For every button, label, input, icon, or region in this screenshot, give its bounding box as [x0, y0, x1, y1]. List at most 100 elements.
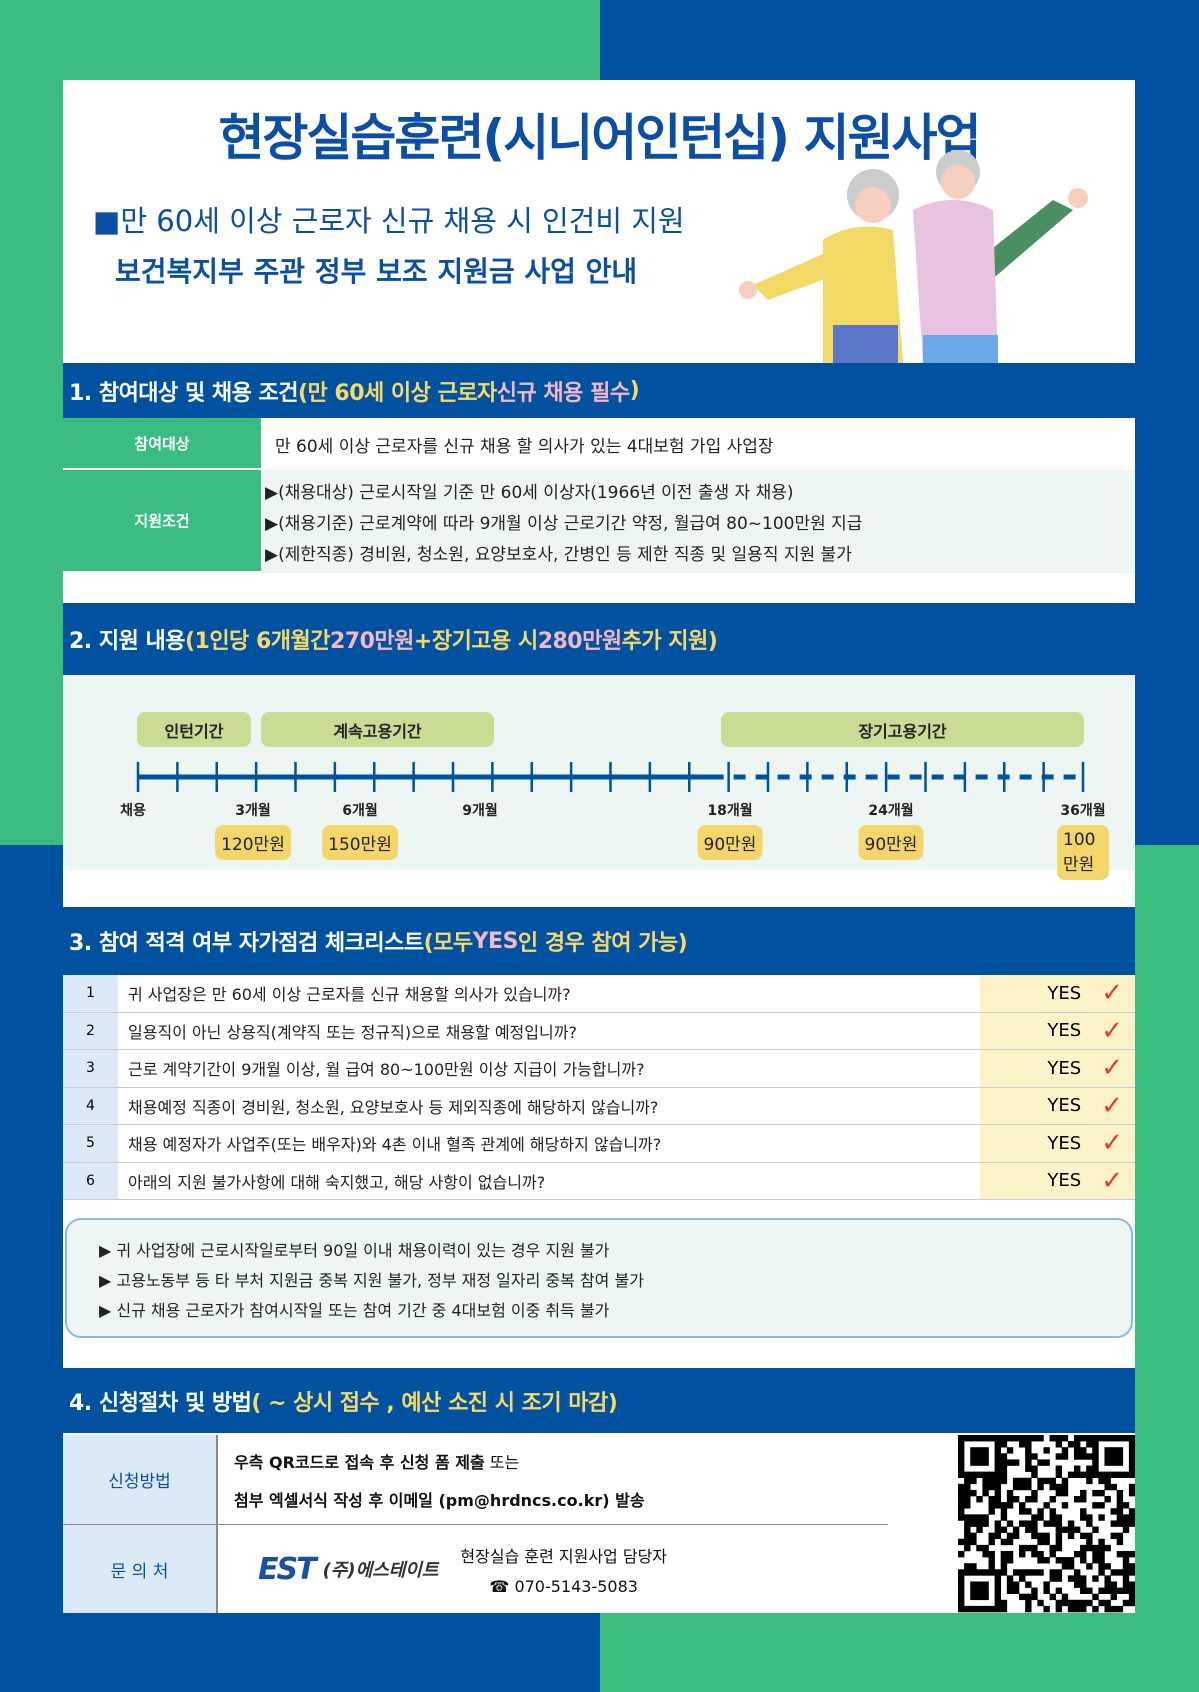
question: 귀 사업장은 만 60세 이상 근로자를 신규 채용할 의사가 있습니까?	[128, 985, 571, 1005]
answer[interactable]: YES ✓	[980, 1012, 1135, 1049]
qr-module	[1110, 1587, 1117, 1594]
note-item: ▶ 신규 채용 근로자가 참여시작일 또는 참여 기간 중 4대보험 이중 취득…	[99, 1301, 610, 1320]
qr-module	[982, 1477, 989, 1485]
answer[interactable]: YES ✓	[980, 1162, 1135, 1199]
qr-module	[964, 1520, 971, 1527]
checklist-row: 3 근로 계약기간이 9개월 이상, 월 급여 80~100만원 이상 지급이 가…	[63, 1050, 1135, 1088]
question: 채용 예정자가 사업주(또는 배우자)와 4촌 이내 혈족 관계에 해당하지 않…	[128, 1135, 662, 1155]
qr-module	[958, 1502, 965, 1509]
qr-module	[1031, 1520, 1038, 1527]
qr-module	[1073, 1453, 1081, 1460]
answer-yes: YES	[1047, 1020, 1082, 1042]
qr-module	[1019, 1550, 1026, 1558]
qr-module	[1080, 1489, 1087, 1497]
qr-module	[1055, 1557, 1063, 1564]
amount-badge: 90만원	[697, 825, 763, 860]
qr-module	[958, 1605, 965, 1613]
qr-module	[970, 1435, 977, 1442]
method-email[interactable]: 첨부 엑셀서식 작성 후 이메일 (pm@hrdncs.co.kr) 발송	[234, 1490, 645, 1510]
answer-yes: YES	[1047, 1170, 1082, 1192]
qr-module	[1061, 1453, 1069, 1460]
qr-module	[1031, 1526, 1038, 1533]
qr-module	[1037, 1514, 1044, 1521]
subtitle-2: 보건복지부 주관 정부 보조 지원금 사업 안내	[115, 255, 638, 288]
qr-module	[1116, 1447, 1124, 1454]
answer[interactable]: YES ✓	[980, 1087, 1135, 1124]
question: 일용직이 아닌 상용직(계약직 또는 정규직)으로 채용할 예정입니까?	[128, 1022, 577, 1042]
checklist-row: 1 귀 사업장은 만 60세 이상 근로자를 신규 채용할 의사가 있습니까? YE…	[63, 975, 1135, 1013]
qr-module	[1110, 1593, 1117, 1601]
qr-module	[1122, 1435, 1130, 1442]
section-4-header: 4. 신청절차 및 방법 ( ~ 상시 접수 , 예산 소진 시 조기 마감)	[63, 1368, 1135, 1433]
qr-module	[982, 1483, 989, 1491]
qr-module	[1080, 1605, 1087, 1613]
qr-code[interactable]	[958, 1435, 1135, 1613]
qr-module	[1031, 1435, 1038, 1442]
qr-module	[994, 1471, 1002, 1479]
qr-module	[1092, 1435, 1099, 1442]
section-highlight: YES	[472, 928, 519, 954]
period-continued: 계속고용기간	[261, 712, 494, 747]
qr-module	[1104, 1544, 1111, 1552]
qr-module	[1055, 1569, 1063, 1576]
qr-module	[1098, 1471, 1105, 1479]
qr-module	[1055, 1526, 1063, 1533]
qr-module	[1073, 1465, 1081, 1472]
qr-module	[1031, 1514, 1038, 1521]
qr-module	[1049, 1520, 1056, 1527]
qr-module	[1006, 1520, 1014, 1527]
month-label: 3개월	[235, 803, 271, 819]
qr-module	[1122, 1514, 1130, 1521]
company-logo: EST (주)에스테이트	[258, 1551, 439, 1587]
qr-module	[1031, 1496, 1038, 1503]
qr-module	[982, 1435, 989, 1442]
qr-module	[1110, 1532, 1117, 1540]
qr-module	[1104, 1563, 1111, 1570]
qr-module	[1092, 1441, 1099, 1448]
contact-phone[interactable]: ☎ 070-5143-5083	[489, 1576, 638, 1596]
qr-module	[1043, 1557, 1050, 1564]
qr-module	[958, 1538, 965, 1546]
qr-module	[1031, 1471, 1038, 1479]
qr-module	[1086, 1477, 1093, 1485]
qr-module	[1000, 1599, 1008, 1607]
section-highlight: (1인당 6개월간	[184, 629, 331, 654]
qr-module	[1067, 1441, 1075, 1448]
qr-module	[1067, 1605, 1075, 1613]
qr-module	[982, 1569, 989, 1576]
qr-module	[1092, 1544, 1099, 1552]
qr-module	[988, 1605, 995, 1613]
qr-module	[1037, 1435, 1044, 1442]
answer[interactable]: YES ✓	[980, 1050, 1135, 1087]
qr-module	[958, 1435, 965, 1442]
qr-module	[1025, 1544, 1032, 1552]
qr-module	[1116, 1587, 1124, 1594]
qr-module	[1012, 1587, 1020, 1594]
section-1-header: 1. 참여대상 및 채용 조건 (만 60세 이상 근로자 신규 채용 필수)	[63, 363, 1135, 418]
qr-module	[1012, 1569, 1020, 1576]
qr-module	[982, 1489, 989, 1497]
qr-module	[1006, 1575, 1014, 1582]
section-highlight: ( ~ 상시 접수 , 예산 소진 시 조기 마감)	[251, 1390, 618, 1416]
qr-module	[976, 1435, 983, 1442]
qr-module	[1055, 1471, 1063, 1479]
answer[interactable]: YES ✓	[980, 975, 1135, 1012]
qr-module	[1055, 1538, 1063, 1546]
qr-module	[1098, 1599, 1105, 1607]
qr-module	[976, 1526, 983, 1533]
answer[interactable]: YES ✓	[980, 1125, 1135, 1162]
timeline-axis	[136, 762, 1085, 792]
qr-module	[1000, 1477, 1008, 1485]
qr-module	[1000, 1563, 1008, 1570]
qr-module	[982, 1605, 989, 1613]
qr-module	[1073, 1441, 1081, 1448]
qr-module	[1098, 1563, 1105, 1570]
qr-module	[994, 1520, 1002, 1527]
qr-module	[1031, 1587, 1038, 1594]
qr-module	[970, 1477, 977, 1485]
qr-module	[964, 1563, 971, 1570]
row-value: 만 60세 이상 근로자를 신규 채용 할 의사가 있는 4대보험 가입 사업장	[261, 418, 1135, 470]
qr-module	[1006, 1587, 1014, 1594]
qr-module	[1049, 1483, 1056, 1491]
qr-module	[970, 1514, 977, 1521]
